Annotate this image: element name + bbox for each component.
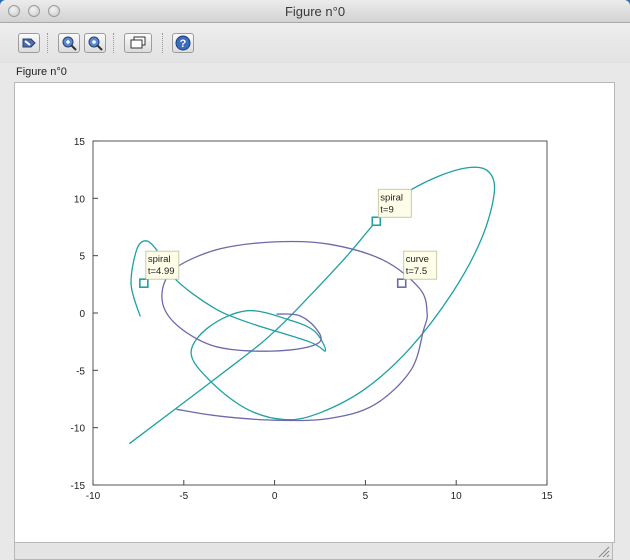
y-tick-label: 0 [79,309,85,320]
datatip-box [145,250,180,280]
series-curve-line [161,240,428,422]
title-bar[interactable]: Figure n°0 [0,0,630,23]
x-tick-label: -10 [86,491,101,502]
x-tick-label: 0 [272,491,278,502]
resize-grip-icon[interactable] [596,544,610,558]
y-tick-label: -15 [71,481,86,492]
datatip-marker [396,278,407,288]
datatip-icon [130,36,146,49]
plot-frame [92,140,548,486]
datatip-button[interactable] [124,33,152,53]
status-bar [14,542,613,560]
x-tick-label: 15 [541,491,553,502]
zoom-out-button[interactable] [84,33,106,53]
plot-canvas[interactable]: -10 -5 0 5 10 15 -15 -10 -5 0 5 10 15 spiral t=4.99 spi… [14,82,615,543]
window-title: Figure n°0 [284,4,346,19]
y-tick-label: -5 [76,366,85,377]
x-tick-label: 10 [451,491,463,502]
y-tick-label: -10 [71,424,86,435]
toolbar: ? [0,23,630,63]
zoom-in-icon [62,36,77,51]
datatip-series-label: spiral [380,192,403,203]
zoom-out-icon [88,36,103,51]
close-button[interactable] [8,5,20,17]
datatip-series-label: spiral [148,254,171,265]
datatip-marker [139,278,149,288]
x-tick-label: 5 [363,491,369,502]
help-button[interactable]: ? [172,33,194,53]
zoom-in-button[interactable] [58,33,80,53]
rotate-button[interactable] [18,33,40,53]
toolbar-separator [47,33,49,53]
x-tick-label: -5 [179,491,188,502]
help-icon: ? [175,35,191,51]
plot-svg: -10 -5 0 5 10 15-15-10-5051015spiralt=4.99spi… [71,137,553,502]
datatip-box [403,250,438,280]
minimize-button[interactable] [28,5,40,17]
y-tick-label: 10 [74,194,86,205]
datatip-value-label: t=7.5 [406,266,427,277]
toolbar-separator [162,33,164,53]
y-tick-label: 15 [74,137,86,148]
rotate-icon [22,38,36,48]
datatip-value-label: t=4.99 [148,266,175,277]
series-spiral-line [128,166,496,445]
figure-label: Figure n°0 [16,66,67,78]
toolbar-separator [113,33,115,53]
datatip-series-label: curve [406,254,429,265]
datatip-marker [371,216,382,227]
datatip-box [377,188,412,218]
y-tick-label: 5 [79,252,85,263]
zoom-button[interactable] [48,5,60,17]
datatip-value-label: t=9 [380,204,393,215]
svg-text:?: ? [180,38,187,50]
